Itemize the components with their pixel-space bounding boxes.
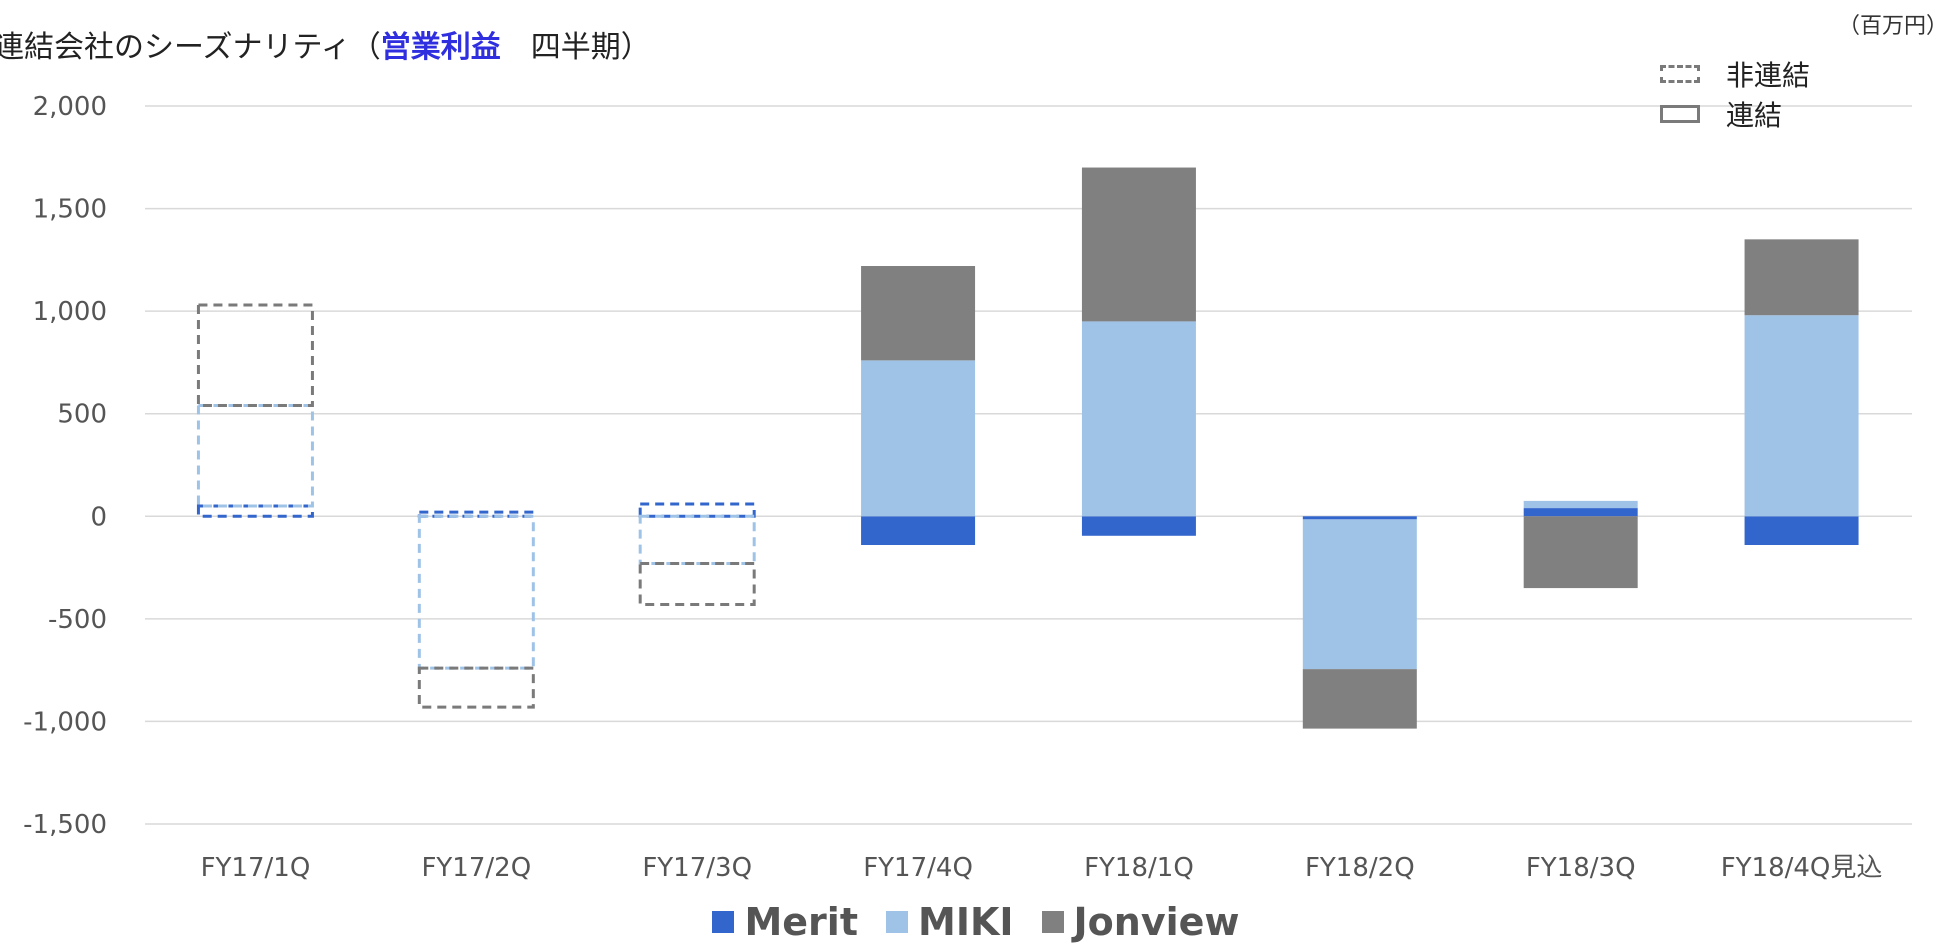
bar-miki — [417, 514, 535, 670]
bar-jonview — [196, 303, 314, 408]
x-category-label: FY18/1Q — [1084, 853, 1194, 883]
consolidation-legend: 非連結 連結 — [1660, 54, 1810, 134]
legend-item-merit: Merit — [712, 900, 858, 944]
bar-jonview — [1081, 167, 1196, 322]
bar-jonview — [1523, 516, 1638, 589]
title-prefix: 連結会社のシーズナリティ（ — [0, 30, 381, 65]
dashed-box-swatch — [1660, 65, 1700, 83]
bar-jonview — [1302, 669, 1417, 729]
solid-box-swatch — [1660, 105, 1700, 123]
bar-jonview — [417, 666, 535, 709]
bar-merit — [1081, 516, 1196, 536]
bar-miki — [1523, 500, 1638, 509]
bar-miki — [196, 404, 314, 508]
legend-label-miki: MIKI — [918, 900, 1014, 944]
bar-miki — [1302, 519, 1417, 670]
y-tick-label: -500 — [48, 605, 107, 635]
bar-jonview — [638, 561, 756, 606]
y-tick-label: 1,000 — [33, 297, 107, 327]
legend-item-jonview: Jonview — [1041, 900, 1240, 944]
bar-jonview — [1744, 239, 1859, 316]
bar-miki — [861, 360, 976, 517]
y-tick-label: 1,500 — [33, 195, 107, 225]
x-axis-categories: FY17/1Q FY17/2Q FY17/3Q FY17/4Q FY18/1Q FY18/… — [201, 853, 1883, 883]
bar-jonview — [861, 266, 976, 361]
bar-merit — [861, 516, 976, 546]
bar-merit — [1744, 516, 1859, 546]
miki-swatch — [886, 911, 908, 933]
bar-miki — [1744, 315, 1859, 517]
bar-miki — [1081, 321, 1196, 517]
x-category-label: FY17/3Q — [642, 853, 752, 883]
bar-miki — [638, 514, 756, 565]
y-tick-label: 2,000 — [33, 92, 107, 122]
legend-nonconsolidated-label: 非連結 — [1726, 59, 1811, 92]
unit-label: （百万円） — [1837, 14, 1948, 39]
merit-swatch — [712, 911, 735, 933]
bars — [196, 167, 1859, 729]
x-category-label: FY17/2Q — [421, 853, 531, 883]
y-tick-label: 500 — [57, 400, 107, 430]
legend-consolidated: 連結 — [1660, 94, 1810, 134]
y-tick-label: -1,500 — [23, 810, 107, 840]
title-highlight: 営業利益 — [380, 30, 501, 65]
bar-merit — [1523, 508, 1638, 517]
bar-merit — [638, 502, 756, 518]
x-category-label: FY17/4Q — [863, 853, 973, 883]
series-legend: Merit MIKI Jonview — [0, 900, 1952, 944]
y-tick-label: 0 — [90, 502, 107, 532]
y-axis-ticks: 2,000 1,500 1,000 500 0 -500 -1,000 -1,500 — [23, 92, 107, 840]
legend-consolidated-label: 連結 — [1726, 99, 1783, 132]
title-suffix: 四半期） — [500, 30, 651, 65]
bar-merit — [196, 504, 314, 518]
y-tick-label: -1,000 — [23, 707, 107, 737]
legend-label-merit: Merit — [744, 900, 858, 944]
chart-title: 連結会社のシーズナリティ（営業利益 四半期） — [0, 22, 651, 66]
x-category-label: FY17/1Q — [201, 853, 311, 883]
legend-item-miki: MIKI — [886, 900, 1014, 944]
x-category-label: FY18/4Q見込 — [1721, 853, 1883, 883]
x-category-label: FY18/2Q — [1305, 853, 1415, 883]
gridlines — [145, 105, 1912, 825]
x-category-label: FY18/3Q — [1526, 853, 1636, 883]
legend-label-jonview: Jonview — [1073, 900, 1240, 944]
bar-merit — [1302, 516, 1417, 520]
jonview-swatch — [1041, 911, 1064, 933]
legend-nonconsolidated: 非連結 — [1660, 54, 1810, 94]
